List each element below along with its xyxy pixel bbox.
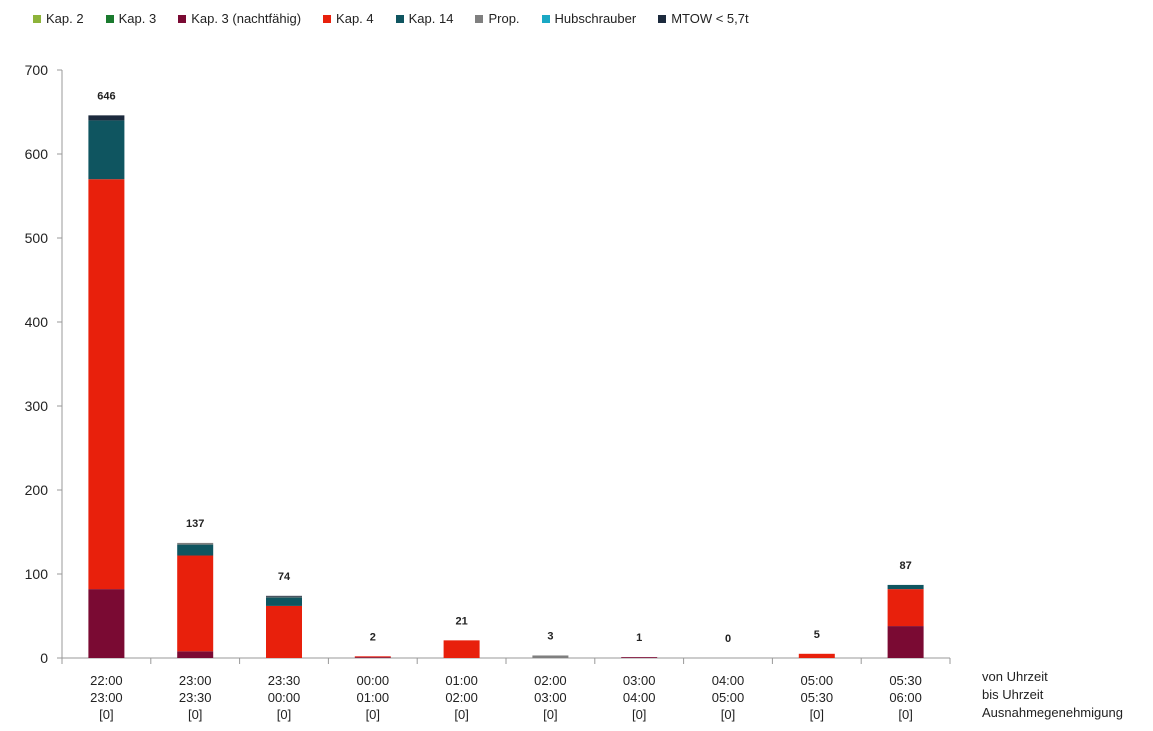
bar-segment: [177, 651, 214, 658]
x-tick-label: [0]: [188, 707, 202, 722]
bar-total-label: 646: [97, 90, 115, 102]
legend-label: Kap. 3 (nachtfähig): [191, 11, 302, 26]
legend-item: Kap. 3: [105, 11, 157, 26]
x-tick-label: [0]: [454, 707, 468, 722]
x-tick-label: [0]: [632, 707, 646, 722]
x-tick-label: 01:00: [445, 673, 478, 688]
x-tick-label: 05:00: [712, 690, 745, 705]
bar-total-label: 137: [186, 518, 204, 530]
x-tick-label: 00:00: [357, 673, 390, 688]
legend-item: Kap. 4: [323, 11, 374, 26]
x-tick-label: 00:00: [268, 690, 301, 705]
x-tick-label: [0]: [99, 707, 113, 722]
bar-segment: [88, 179, 125, 590]
x-tick-label: 23:00: [90, 690, 123, 705]
x-tick-label: 06:00: [889, 690, 922, 705]
bar-total-label: 1: [636, 632, 642, 644]
bar-segment: [621, 657, 658, 658]
bar-total-label: 87: [899, 560, 911, 572]
legend-item: Prop.: [475, 11, 520, 26]
legend-swatch: [395, 14, 404, 23]
y-tick-label: 300: [25, 398, 49, 414]
bar-segment: [354, 657, 391, 658]
legend-label: Prop.: [488, 11, 520, 26]
bar-segment: [266, 595, 302, 597]
bar-total-label: 5: [814, 629, 820, 641]
y-tick-label: 500: [25, 230, 49, 246]
bar-total-label: 74: [278, 571, 291, 583]
x-tick-label: 05:30: [801, 690, 834, 705]
y-tick-label: 700: [25, 62, 49, 78]
x-tick-label: 22:00: [90, 673, 123, 688]
x-tick-label: [0]: [366, 707, 380, 722]
x-tick-label: 05:30: [889, 673, 922, 688]
x-axis-caption-line-3: Ausnahmegenehmigung: [982, 705, 1123, 720]
bar-total-label: 2: [370, 631, 376, 643]
bar-segment: [532, 655, 569, 658]
bar-segment: [266, 597, 302, 606]
bar-segment: [798, 653, 835, 658]
bar-total-label: 21: [455, 615, 467, 627]
x-tick-label: 02:00: [445, 690, 478, 705]
legend-swatch: [105, 14, 114, 23]
bar-segment: [177, 555, 214, 652]
x-tick-label: 03:00: [534, 690, 567, 705]
x-tick-label: 04:00: [712, 673, 745, 688]
y-tick-label: 100: [25, 566, 49, 582]
bar-segment: [887, 584, 924, 590]
bar-total-label: 3: [547, 630, 553, 642]
legend-label: Hubschrauber: [554, 11, 637, 26]
bar-segment: [354, 656, 391, 658]
bar-segment: [887, 626, 924, 658]
y-tick-label: 600: [25, 146, 49, 162]
bar-segment: [177, 544, 214, 556]
x-tick-label: 23:30: [268, 673, 301, 688]
legend-item: Kap. 2: [33, 11, 84, 26]
legend-label: Kap. 4: [336, 11, 374, 26]
legend-swatch: [323, 14, 332, 23]
legend-label: Kap. 14: [408, 11, 454, 26]
x-tick-label: [0]: [277, 707, 291, 722]
x-tick-label: [0]: [898, 707, 912, 722]
legend-label: Kap. 3: [118, 11, 157, 26]
bar-segment: [266, 596, 302, 598]
bar-segment: [177, 542, 214, 545]
legend-item: Hubschrauber: [541, 11, 637, 26]
legend-item: MTOW < 5,7t: [658, 11, 749, 26]
legend-label: MTOW < 5,7t: [671, 11, 749, 26]
bar-segment: [88, 115, 125, 121]
bar-segment: [88, 589, 125, 658]
legend-label: Kap. 2: [46, 11, 84, 26]
x-tick-label: 02:00: [534, 673, 567, 688]
legend-swatch: [658, 14, 667, 23]
legend-item: Kap. 3 (nachtfähig): [178, 11, 301, 26]
x-axis-caption-line-1: von Uhrzeit: [982, 669, 1048, 684]
x-tick-label: 05:00: [801, 673, 834, 688]
x-tick-label: 01:00: [357, 690, 390, 705]
x-tick-label: [0]: [810, 707, 824, 722]
x-tick-label: 23:30: [179, 690, 212, 705]
bar-segment: [443, 640, 480, 658]
bar-segment: [266, 605, 302, 658]
x-tick-label: [0]: [543, 707, 557, 722]
x-tick-label: 04:00: [623, 690, 656, 705]
y-tick-label: 400: [25, 314, 49, 330]
x-tick-label: [0]: [721, 707, 735, 722]
legend-swatch: [33, 14, 41, 23]
x-tick-label: 23:00: [179, 673, 212, 688]
legend-swatch: [541, 14, 550, 23]
x-axis-caption-line-2: bis Uhrzeit: [982, 687, 1044, 702]
y-tick-label: 200: [25, 482, 49, 498]
bar-segment: [88, 120, 125, 180]
chart-legend: Kap. 2 Kap. 3 Kap. 3 (nachtfähig) Kap. 4 Kap…: [33, 11, 771, 26]
legend-swatch: [178, 14, 187, 23]
x-tick-label: 03:00: [623, 673, 656, 688]
x-axis-caption: von Uhrzeit bis Uhrzeit Ausnahmegenehmig…: [982, 668, 1123, 722]
y-tick-label: 0: [40, 650, 48, 666]
bar-total-label: 0: [725, 633, 731, 645]
legend-swatch: [475, 14, 484, 23]
legend-item: Kap. 14: [395, 11, 454, 26]
bar-segment: [887, 589, 924, 627]
